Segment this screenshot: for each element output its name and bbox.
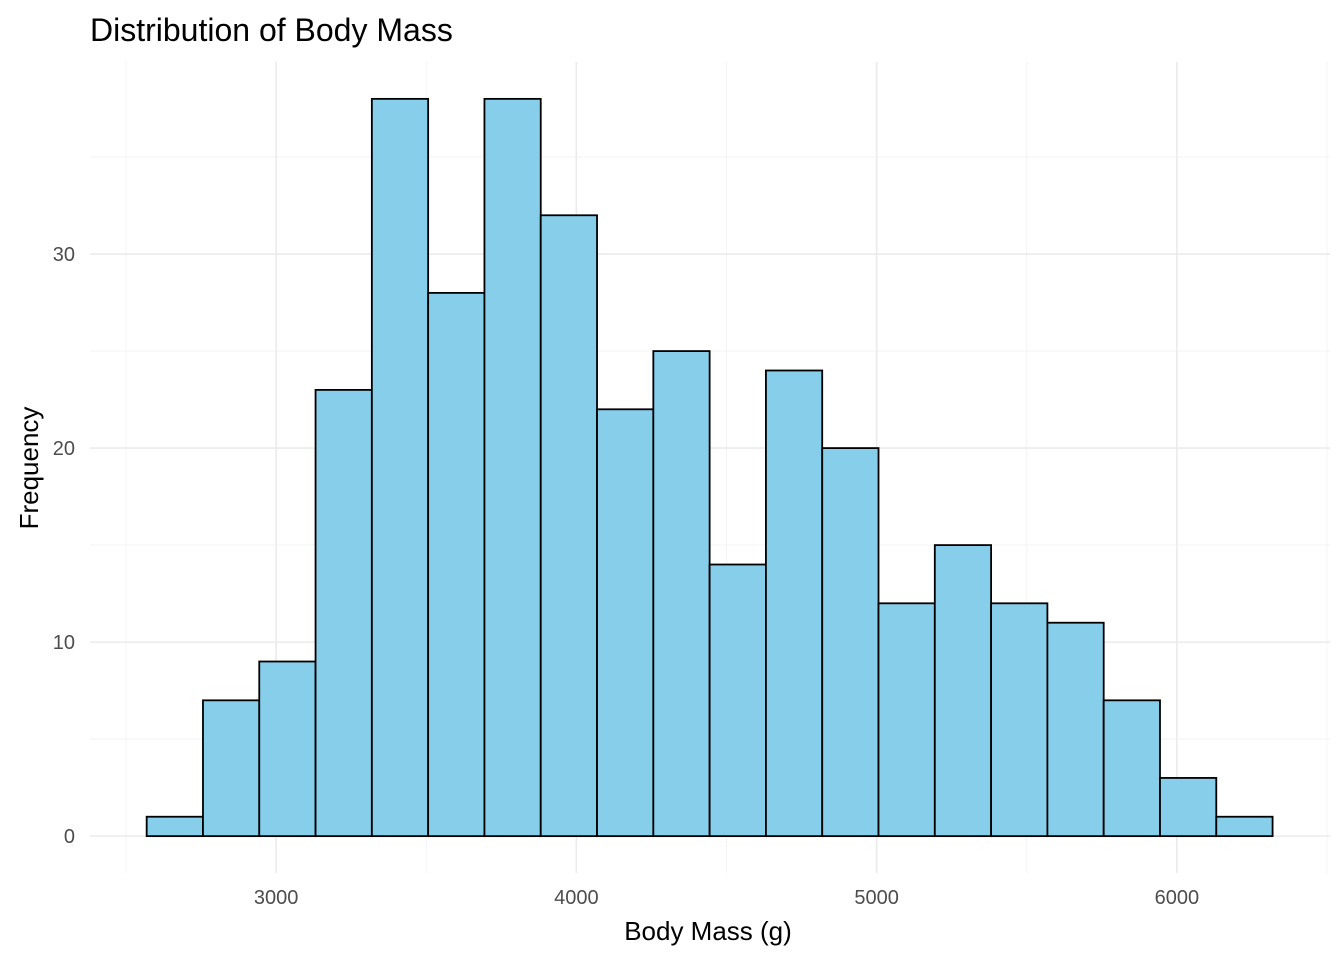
histogram-bar [877, 602, 936, 838]
histogram-bar [1102, 699, 1161, 838]
x-tick-label: 6000 [1155, 887, 1200, 909]
histogram-bar [1046, 621, 1105, 838]
histogram-bar [596, 408, 655, 838]
histogram-bars [145, 97, 1274, 838]
y-tick-label: 0 [64, 826, 75, 848]
histogram-bar [933, 544, 993, 838]
x-tick-label: 3000 [254, 887, 299, 909]
histogram-bar [427, 291, 486, 838]
histogram-bar [708, 563, 767, 838]
x-axis-ticks: 3000 4000 5000 6000 [254, 887, 1199, 909]
histogram-bar [145, 815, 204, 838]
chart-title: Distribution of Body Mass [90, 12, 453, 48]
histogram-bar [539, 214, 598, 838]
y-tick-label: 10 [53, 632, 75, 654]
x-tick-label: 4000 [554, 887, 599, 909]
y-tick-label: 30 [53, 244, 75, 266]
y-tick-label: 20 [53, 438, 75, 460]
histogram-bar [314, 388, 373, 838]
x-axis-label: Body Mass (g) [624, 916, 792, 946]
y-axis-ticks: 0 10 20 30 [53, 244, 75, 848]
histogram-bar [258, 660, 317, 838]
histogram-bar [821, 447, 880, 838]
histogram-bar [990, 602, 1049, 838]
histogram-bar [1159, 777, 1218, 838]
histogram-bar [765, 369, 824, 838]
histogram-bar [202, 699, 261, 838]
histogram-bar [1215, 815, 1274, 838]
histogram-bar [483, 97, 542, 838]
histogram-bar [652, 350, 711, 838]
histogram-bar [370, 97, 430, 838]
x-tick-label: 5000 [854, 887, 899, 909]
y-axis-label: Frequency [14, 407, 44, 530]
